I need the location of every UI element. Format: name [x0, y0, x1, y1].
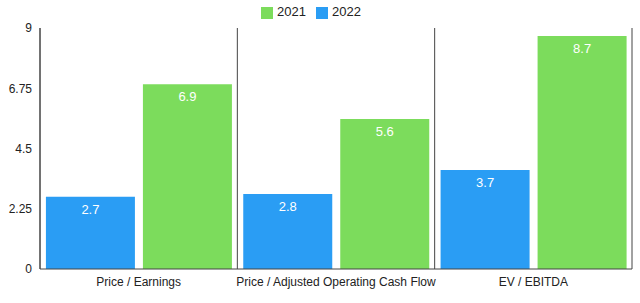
svg-text:9: 9 [25, 21, 32, 35]
svg-text:Price / Adjusted Operating Cas: Price / Adjusted Operating Cash Flow [236, 275, 436, 289]
svg-text:6.75: 6.75 [9, 82, 33, 96]
svg-text:5.6: 5.6 [376, 124, 394, 139]
html-text:2022: 2022 [332, 4, 361, 19]
svg-text:Price / Earnings: Price / Earnings [96, 275, 181, 289]
svg-text:8.7: 8.7 [573, 41, 591, 56]
svg-text:0: 0 [25, 262, 32, 276]
svg-text:4.5: 4.5 [15, 142, 32, 156]
svg-text:EV / EBITDA: EV / EBITDA [499, 275, 568, 289]
svg-text:2.8: 2.8 [279, 199, 297, 214]
svg-text:2.7: 2.7 [81, 202, 99, 217]
svg-text:2.25: 2.25 [9, 202, 33, 216]
svg-text:6.9: 6.9 [178, 89, 196, 104]
html-text:2021: 2021 [277, 4, 306, 19]
svg-text:3.7: 3.7 [476, 175, 494, 190]
